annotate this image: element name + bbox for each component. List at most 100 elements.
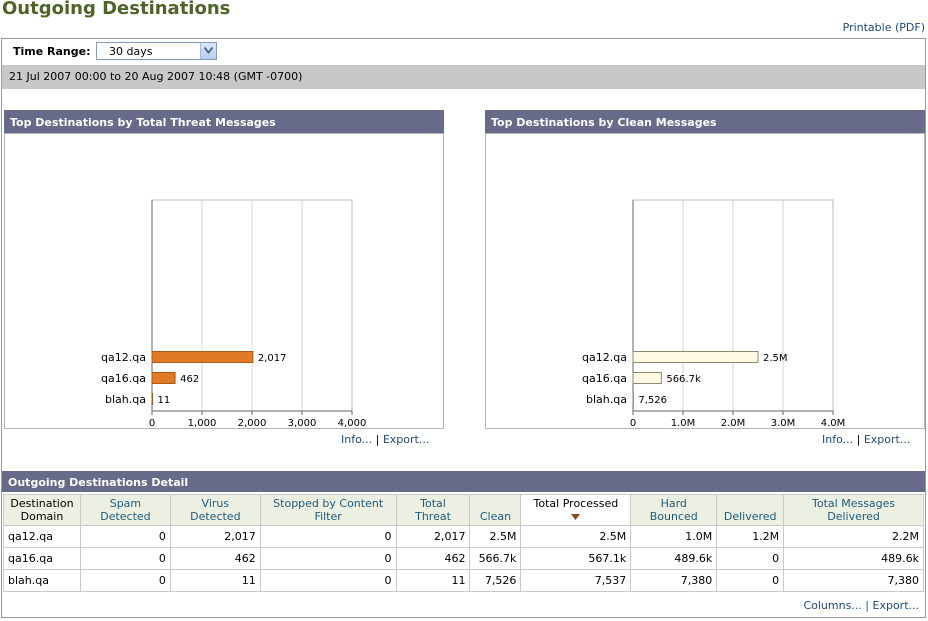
data-label: 2,017 bbox=[258, 353, 287, 364]
cell-delivered: 0 bbox=[716, 547, 785, 570]
col-stopped-by-content-filter[interactable]: Stopped by Content Filter bbox=[259, 494, 397, 526]
cell-clean: 2.5M bbox=[469, 525, 522, 548]
x-tick-label: 0 bbox=[630, 418, 636, 428]
cell-stopped: 0 bbox=[259, 547, 397, 570]
cell-clean: 7,526 bbox=[469, 569, 522, 592]
x-tick-label: 2,000 bbox=[238, 418, 267, 428]
cell-stopped: 0 bbox=[259, 569, 397, 592]
x-tick-label: 0 bbox=[149, 418, 155, 428]
detail-table: Destination Domain Spam Detected Virus Dete… bbox=[3, 494, 924, 592]
time-range-select[interactable]: 30 days bbox=[96, 42, 217, 60]
cell-spam: 0 bbox=[79, 525, 171, 548]
cell-clean: 566.7k bbox=[469, 547, 522, 570]
sort-descending-icon bbox=[571, 514, 581, 520]
clean-chart: 0 1.0M 2.0M 3.0M 4.0M qa12.qa 2.5M qa16.qa 566.7… bbox=[582, 199, 846, 456]
x-tick-label: 4.0M bbox=[821, 418, 846, 428]
page-title: Outgoing Destinations bbox=[2, 0, 231, 19]
report-frame: Time Range: 30 days 21 Jul 2007 00:00 to… bbox=[1, 38, 926, 618]
table-header-row: Destination Domain Spam Detected Virus Dete… bbox=[3, 494, 924, 526]
cell-virus: 2,017 bbox=[169, 525, 261, 548]
cell-delivered: 1.2M bbox=[716, 525, 785, 548]
link-separator: | bbox=[375, 433, 383, 446]
data-label: 566.7k bbox=[666, 374, 701, 385]
cell-domain: qa16.qa bbox=[3, 547, 81, 570]
category-label: qa12.qa bbox=[101, 351, 146, 364]
cell-spam: 0 bbox=[79, 547, 171, 570]
cell-virus: 462 bbox=[169, 547, 261, 570]
x-tick-label: 4,000 bbox=[338, 418, 367, 428]
cell-spam: 0 bbox=[79, 569, 171, 592]
cell-hard-bounced: 7,380 bbox=[630, 569, 718, 592]
col-virus-detected[interactable]: Virus Detected bbox=[169, 494, 261, 526]
data-label: 2.5M bbox=[763, 353, 788, 364]
cell-hard-bounced: 1.0M bbox=[630, 525, 718, 548]
cell-virus: 11 bbox=[169, 569, 261, 592]
data-label: 7,526 bbox=[638, 395, 667, 406]
clean-chart-panel: 0 1.0M 2.0M 3.0M 4.0M qa12.qa 2.5M qa16.qa 566.7… bbox=[485, 133, 925, 456]
detail-links: Columns... | Export... bbox=[803, 599, 919, 612]
clean-export-link[interactable]: Export... bbox=[863, 433, 911, 446]
link-separator: | bbox=[865, 599, 873, 612]
columns-link[interactable]: Columns... bbox=[803, 599, 862, 612]
cell-total-threat: 2,017 bbox=[395, 525, 471, 548]
bar bbox=[151, 351, 254, 363]
chevron-down-icon[interactable] bbox=[200, 43, 216, 59]
cell-domain: qa12.qa bbox=[3, 525, 81, 548]
bar bbox=[151, 372, 176, 384]
time-range-row: Time Range: 30 days bbox=[2, 39, 925, 65]
cell-total-delivered: 7,380 bbox=[783, 569, 924, 592]
threat-info-link[interactable]: Info... bbox=[341, 433, 373, 446]
clean-info-link[interactable]: Info... bbox=[822, 433, 854, 446]
col-spam-detected[interactable]: Spam Detected bbox=[79, 494, 171, 526]
link-separator: | bbox=[856, 433, 864, 446]
cell-stopped: 0 bbox=[259, 525, 397, 548]
threat-panel-header: Top Destinations by Total Threat Message… bbox=[4, 110, 444, 133]
category-label: qa16.qa bbox=[582, 372, 627, 385]
table-row: qa16.qa 0 462 0 462 566.7k 567.1k 489.6k… bbox=[3, 547, 924, 570]
cell-total-delivered: 2.2M bbox=[783, 525, 924, 548]
bar bbox=[151, 393, 154, 405]
table-row: blah.qa 0 11 0 11 7,526 7,537 7,380 0 7,… bbox=[3, 569, 924, 592]
x-tick-label: 1.0M bbox=[671, 418, 696, 428]
category-label: blah.qa bbox=[586, 393, 627, 406]
cell-total-delivered: 489.6k bbox=[783, 547, 924, 570]
x-tick-label: 1,000 bbox=[188, 418, 217, 428]
col-total-threat[interactable]: Total Threat bbox=[395, 494, 471, 526]
time-range-value: 30 days bbox=[109, 45, 153, 58]
clean-panel-header: Top Destinations by Clean Messages bbox=[485, 110, 925, 133]
category-label: qa16.qa bbox=[101, 372, 146, 385]
clean-panel-links: Info... | Export... bbox=[822, 433, 910, 446]
table-row: qa12.qa 0 2,017 0 2,017 2.5M 2.5M 1.0M 1… bbox=[3, 525, 924, 548]
data-label: 11 bbox=[158, 395, 171, 406]
col-hard-bounced[interactable]: Hard Bounced bbox=[630, 494, 718, 526]
threat-chart: 0 1,000 2,000 3,000 4,000 qa12.qa 2,017 qa16.qa… bbox=[101, 199, 367, 456]
category-label: qa12.qa bbox=[582, 351, 627, 364]
date-range-text: 21 Jul 2007 00:00 to 20 Aug 2007 10:48 (… bbox=[9, 70, 303, 83]
cell-total-processed: 2.5M bbox=[520, 525, 632, 548]
col-total-processed[interactable]: Total Processed bbox=[520, 494, 632, 526]
col-clean[interactable]: Clean bbox=[469, 494, 522, 526]
threat-chart-panel: 0 1,000 2,000 3,000 4,000 qa12.qa 2,017 qa16.qa… bbox=[4, 133, 444, 456]
data-label: 462 bbox=[180, 374, 199, 385]
x-tick-label: 3.0M bbox=[771, 418, 796, 428]
cell-hard-bounced: 489.6k bbox=[630, 547, 718, 570]
date-range-bar: 21 Jul 2007 00:00 to 20 Aug 2007 10:48 (… bbox=[2, 65, 925, 89]
cell-total-threat: 462 bbox=[395, 547, 471, 570]
x-tick-label: 2.0M bbox=[721, 418, 746, 428]
cell-total-processed: 7,537 bbox=[520, 569, 632, 592]
x-tick-label: 3,000 bbox=[288, 418, 317, 428]
threat-export-link[interactable]: Export... bbox=[382, 433, 430, 446]
cell-domain: blah.qa bbox=[3, 569, 81, 592]
bar bbox=[632, 372, 662, 384]
cell-delivered: 0 bbox=[716, 569, 785, 592]
col-total-messages-delivered[interactable]: Total Messages Delivered bbox=[783, 494, 924, 526]
col-destination-domain[interactable]: Destination Domain bbox=[3, 494, 81, 526]
time-range-label: Time Range: bbox=[13, 45, 91, 58]
col-delivered[interactable]: Delivered bbox=[716, 494, 785, 526]
printable-pdf-link[interactable]: Printable (PDF) bbox=[842, 21, 925, 34]
detail-header: Outgoing Destinations Detail bbox=[2, 471, 925, 492]
category-label: blah.qa bbox=[105, 393, 146, 406]
bar bbox=[632, 351, 759, 363]
cell-total-threat: 11 bbox=[395, 569, 471, 592]
detail-export-link[interactable]: Export... bbox=[872, 599, 920, 612]
